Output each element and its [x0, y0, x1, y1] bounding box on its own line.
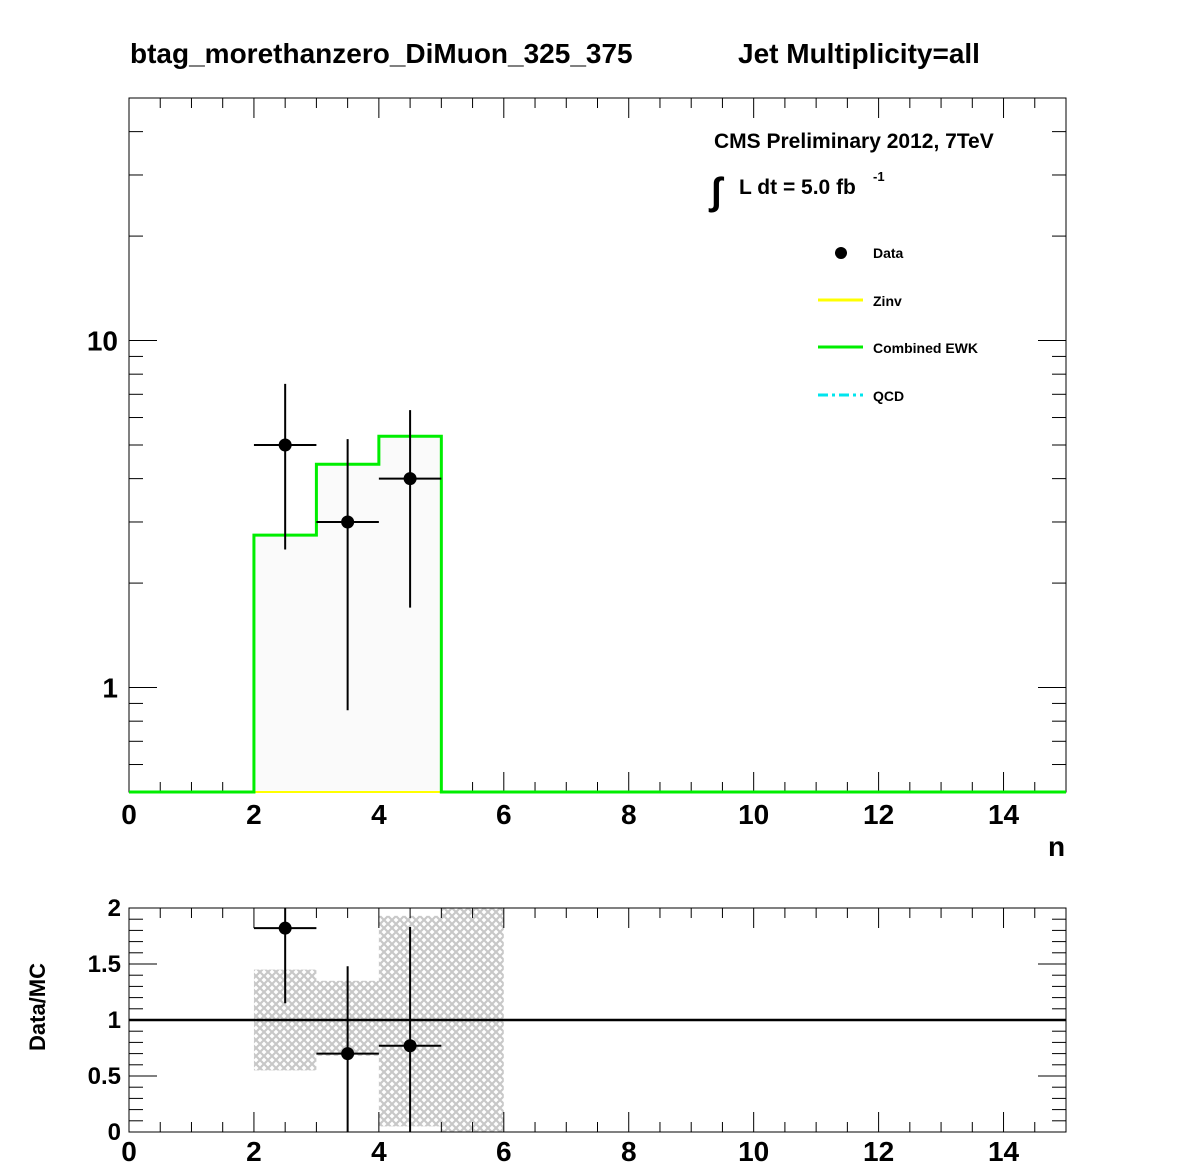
x-tick-label: 10 — [738, 1136, 769, 1167]
ratio-plot: 0 2 4 6 8 10 12 14 0 0.5 1 1.5 2 Data/MC — [25, 895, 1067, 1167]
x-tick-label: 14 — [988, 1136, 1020, 1167]
lumi-integral: ∫ — [708, 171, 725, 213]
legend-data-marker — [835, 247, 847, 259]
y-tick-label: 2 — [108, 895, 121, 922]
x-axis-label: n — [1048, 831, 1065, 862]
main-x-tick-labels: 0 2 4 6 8 10 12 14 — [121, 799, 1019, 830]
ratio-point — [278, 921, 292, 935]
y-tick-label: 0 — [108, 1119, 121, 1146]
legend-qcd-label: QCD — [873, 388, 904, 404]
ratio-data-points — [253, 908, 442, 1132]
combined-ewk-histogram — [129, 434, 1066, 794]
data-point — [341, 515, 355, 529]
x-tick-label: 2 — [246, 1136, 262, 1167]
legend: Data Zinv Combined EWK QCD — [818, 245, 978, 404]
x-tick-label: 12 — [863, 799, 894, 830]
ratio-y-tick-labels: 0 0.5 1 1.5 2 — [88, 895, 121, 1146]
x-tick-label: 6 — [496, 1136, 512, 1167]
cms-label: CMS Preliminary 2012, 7TeV — [714, 130, 994, 153]
x-tick-label: 2 — [246, 799, 262, 830]
main-data-points — [253, 383, 442, 711]
x-tick-label: 0 — [121, 799, 137, 830]
main-y-tick-labels: 1 10 — [87, 326, 118, 704]
main-plot: 0 2 4 6 8 10 12 14 1 10 n CMS Preliminary 2012, … — [87, 97, 1067, 862]
ratio-point — [403, 1039, 417, 1053]
lumi-exponent: -1 — [873, 169, 885, 184]
x-tick-label: 12 — [863, 1136, 894, 1167]
y-tick-label: 1 — [108, 1007, 121, 1034]
x-tick-label: 8 — [621, 799, 637, 830]
legend-data-label: Data — [873, 245, 904, 261]
legend-ewk-label: Combined EWK — [873, 340, 978, 356]
y-tick-label: 0.5 — [88, 1063, 121, 1090]
x-tick-label: 8 — [621, 1136, 637, 1167]
ratio-ticks — [128, 907, 1067, 1133]
ratio-point — [341, 1047, 355, 1061]
main-ticks — [128, 97, 1067, 793]
y-tick-label: 1 — [102, 673, 118, 704]
x-tick-label: 10 — [738, 799, 769, 830]
x-tick-label: 4 — [371, 799, 387, 830]
data-point — [403, 472, 417, 486]
legend-zinv-label: Zinv — [873, 293, 902, 309]
y-tick-label: 1.5 — [88, 951, 121, 978]
main-histogram — [129, 434, 1066, 794]
data-point — [278, 438, 292, 452]
x-tick-label: 14 — [988, 799, 1020, 830]
ratio-x-tick-labels: 0 2 4 6 8 10 12 14 — [121, 1136, 1019, 1167]
lumi-label: L dt = 5.0 fb — [739, 176, 856, 199]
x-tick-label: 4 — [371, 1136, 387, 1167]
title-main: btag_morethanzero_DiMuon_325_375 — [130, 38, 633, 69]
x-tick-label: 0 — [121, 1136, 137, 1167]
x-tick-label: 6 — [496, 799, 512, 830]
title-multiplicity: Jet Multiplicity=all — [738, 38, 980, 69]
ratio-y-axis-label: Data/MC — [25, 963, 50, 1051]
y-tick-label: 10 — [87, 326, 118, 357]
